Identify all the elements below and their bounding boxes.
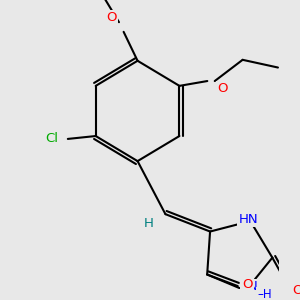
Text: O: O [106,11,117,24]
Text: –H: –H [257,288,272,300]
Text: O: O [293,284,300,297]
Text: H: H [144,217,154,230]
Text: O: O [242,278,252,291]
Text: O: O [217,82,227,95]
Text: Cl: Cl [46,132,59,146]
Text: N: N [248,280,258,293]
Text: HN: HN [239,213,258,226]
